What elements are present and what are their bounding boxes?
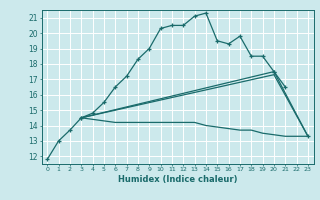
X-axis label: Humidex (Indice chaleur): Humidex (Indice chaleur) — [118, 175, 237, 184]
